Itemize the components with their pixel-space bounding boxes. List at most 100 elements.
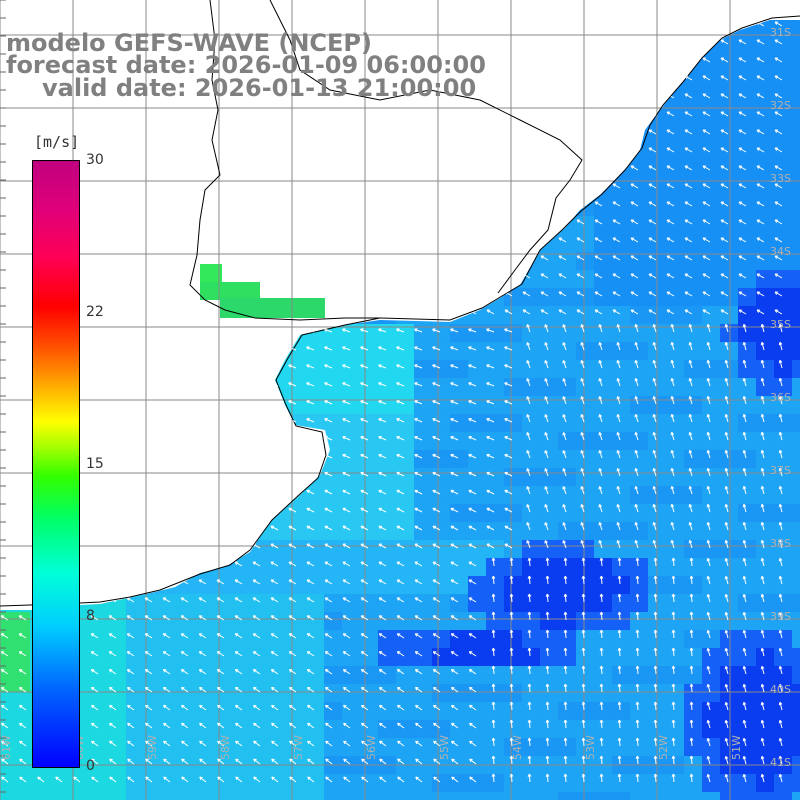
wind-arrow [414,471,423,477]
wind-arrow [1,758,9,765]
wind-arrow [724,341,729,351]
wind-arrow [688,467,693,477]
wind-arrow [509,575,514,585]
wind-arrow [504,435,513,441]
colorbar-tick-8: 8 [86,608,95,624]
wind-arrow [180,21,189,27]
wind-arrow [270,597,279,603]
wind-arrow [522,219,531,225]
wind-arrow [738,129,747,135]
colorbar-tick-30: 30 [86,152,104,168]
wind-arrow [760,773,765,783]
wind-arrow [145,722,153,729]
wind-arrow [396,615,405,621]
wind-arrow [18,201,27,207]
wind-arrow [652,396,657,405]
wind-arrow [577,4,584,8]
wind-arrow [685,4,692,8]
wind-arrow [563,719,568,729]
wind-arrow [702,57,711,63]
wind-arrow [162,346,171,351]
wind-arrow [670,413,675,423]
wind-arrow [760,431,765,441]
wind-arrow [145,776,153,783]
wind-arrow [504,471,513,477]
wind-arrow [432,633,441,639]
wind-arrow [270,507,279,513]
wind-arrow [634,468,639,477]
wind-arrow [288,382,297,387]
lon-label-52W: 52W [657,735,670,760]
wind-arrow [288,201,297,207]
wind-arrow [126,291,135,297]
wind-arrow [162,686,171,693]
wind-arrow [563,755,568,765]
wind-arrow [738,201,747,207]
wind-arrow [72,21,81,27]
wind-arrow [324,615,333,621]
wind-arrow [706,449,711,459]
wind-arrow [648,147,657,153]
wind-arrow [0,507,9,513]
wind-arrow [162,21,171,27]
wind-arrow [720,165,729,171]
wind-arrow [378,39,387,45]
wind-arrow [778,449,783,459]
wind-arrow [594,57,603,63]
wind-arrow [396,579,405,585]
wind-arrow [738,237,747,243]
wind-arrow [18,561,27,567]
wind-arrow [90,129,99,135]
wind-arrow [396,435,405,441]
wind-arrow [432,651,441,657]
wind-arrow [544,324,549,333]
wind-arrow [342,615,351,621]
wind-arrow [635,737,640,747]
wind-arrow [684,255,693,261]
wind-arrow [180,382,189,387]
wind-arrow [653,665,658,675]
wind-arrow [18,686,27,693]
wind-arrow [450,471,459,477]
wind-arrow [491,719,496,729]
wind-arrow [756,255,765,261]
wind-arrow [562,432,567,441]
wind-arrow [576,111,585,117]
wind-arrow [378,255,387,261]
wind-arrow [594,93,603,99]
wind-arrow [612,219,621,225]
wind-arrow [562,450,567,459]
wind-arrow [450,309,459,315]
wind-arrow [509,737,514,747]
wind-arrow [468,471,477,477]
wind-arrow [342,147,351,153]
wind-arrow [594,75,603,81]
wind-arrow [396,346,405,351]
wind-arrow [450,400,459,405]
wind-arrow [509,755,514,765]
wind-arrow [306,507,315,513]
wind-arrow [562,378,567,387]
wind-arrow [414,39,423,45]
wind-arrow [181,4,188,8]
wind-arrow [253,4,260,8]
wind-arrow [306,543,315,549]
wind-arrow [252,382,261,387]
wind-arrow [216,21,225,27]
wind-arrow [688,377,693,387]
wind-arrow [415,776,423,783]
wind-arrow [343,740,351,747]
wind-arrow [360,471,369,477]
wind-arrow [599,629,604,639]
wind-arrow [360,543,369,549]
wind-arrow [126,328,135,333]
wind-arrow [234,525,243,531]
wind-arrow [616,486,621,495]
wind-arrow [666,21,675,27]
wind-arrow [724,629,729,639]
wind-arrow [635,773,640,783]
wind-arrow [270,400,279,405]
lat-label-39S: 39S [770,610,791,623]
wind-arrow [486,201,495,207]
